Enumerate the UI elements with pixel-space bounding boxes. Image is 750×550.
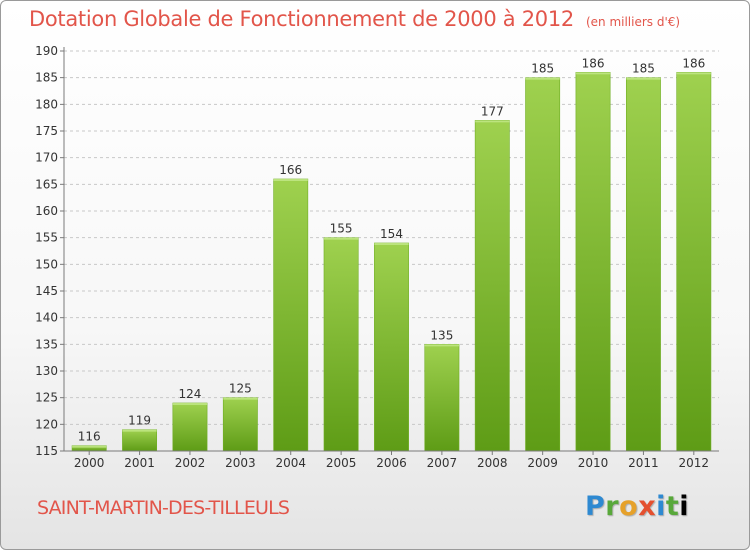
data-label: 124	[179, 387, 202, 401]
bar	[323, 237, 359, 452]
y-tick-label: 145	[35, 284, 58, 298]
y-tick-label: 130	[35, 364, 58, 378]
bar-highlight	[172, 403, 208, 405]
data-label: 119	[128, 414, 151, 428]
data-label: 116	[78, 430, 101, 444]
data-label: 166	[279, 163, 302, 177]
bars: 116 119 124 125 166 155 154 135 177 185 186 185 186	[71, 56, 712, 452]
logo-letter: P	[585, 491, 606, 522]
bar	[424, 344, 460, 452]
data-label: 177	[481, 104, 504, 118]
x-tick-label: 2000	[74, 456, 105, 470]
y-tick-label: 175	[35, 124, 58, 138]
logo-letter: r	[605, 491, 620, 522]
x-tick-label: 2002	[175, 456, 206, 470]
x-tick-label: 2008	[477, 456, 508, 470]
x-tick-label: 2005	[326, 456, 357, 470]
data-label: 185	[531, 62, 554, 76]
bar	[575, 72, 611, 452]
data-label: 155	[330, 222, 353, 236]
y-tick-label: 180	[35, 97, 58, 111]
y-tick-label: 135	[35, 337, 58, 351]
y-tick-label: 190	[35, 44, 58, 58]
logo-letter: t	[665, 491, 680, 522]
bar	[676, 72, 712, 452]
chart-unit-label: (en milliers d'€)	[585, 15, 681, 29]
bar-highlight	[475, 120, 510, 123]
bar	[525, 77, 561, 452]
logo-letter: i	[656, 491, 666, 522]
bar-highlight	[223, 397, 258, 400]
bar	[374, 242, 409, 452]
data-label: 125	[229, 382, 252, 396]
x-tick-label: 2007	[427, 456, 458, 470]
y-tick-label: 160	[35, 204, 58, 218]
data-label: 185	[632, 62, 655, 76]
y-tick-label: 120	[35, 417, 58, 431]
chart-title-text: Dotation Globale de Fonctionnement de 20…	[29, 7, 574, 31]
chart-title: Dotation Globale de Fonctionnement de 20…	[29, 7, 680, 31]
bar-highlight	[525, 77, 560, 80]
x-tick-label: 2001	[124, 456, 155, 470]
x-tick-label: 2009	[527, 456, 558, 470]
y-tick-label: 155	[35, 231, 58, 245]
bar	[172, 402, 208, 452]
bar-highlight	[122, 429, 157, 432]
data-label: 154	[380, 227, 403, 241]
data-label: 186	[582, 56, 605, 70]
x-tick-label: 2004	[275, 456, 306, 470]
logo-letter: o	[619, 491, 639, 522]
bar-highlight	[575, 72, 611, 75]
x-tick-label: 2006	[376, 456, 407, 470]
logo-letter: x	[638, 491, 657, 522]
x-tick-label: 2003	[225, 456, 256, 470]
data-label: 186	[682, 56, 705, 70]
bar	[122, 429, 158, 452]
bar-highlight	[676, 72, 711, 75]
bar-highlight	[273, 179, 308, 181]
grid-lines	[64, 50, 719, 425]
y-tick-label: 125	[35, 391, 58, 405]
y-tick-label: 170	[35, 151, 58, 165]
bar	[625, 77, 661, 452]
bar-highlight	[72, 445, 107, 448]
x-tick-label: 2011	[628, 456, 659, 470]
bar-highlight	[626, 77, 661, 80]
bar	[474, 120, 510, 452]
bar	[273, 178, 309, 452]
y-tick-label: 165	[35, 177, 58, 191]
x-tick-label: 2010	[578, 456, 609, 470]
y-tick-label: 115	[35, 444, 58, 458]
bar	[222, 397, 258, 452]
proxiti-logo: Proxiti	[585, 491, 689, 522]
commune-name: SAINT-MARTIN-DES-TILLEULS	[37, 497, 290, 519]
data-label: 135	[430, 328, 453, 342]
y-tick-label: 150	[35, 257, 58, 271]
logo-letter: i	[679, 491, 690, 522]
y-tick-label: 140	[35, 311, 58, 325]
axes: 115 120 125 130 135 140 145 150 155 160 165 170 175 1…	[35, 44, 719, 470]
bar-highlight	[424, 344, 460, 347]
x-tick-label: 2012	[679, 456, 710, 470]
y-tick-label: 185	[35, 71, 58, 85]
bar-highlight	[323, 237, 359, 240]
bar-highlight	[374, 243, 409, 245]
